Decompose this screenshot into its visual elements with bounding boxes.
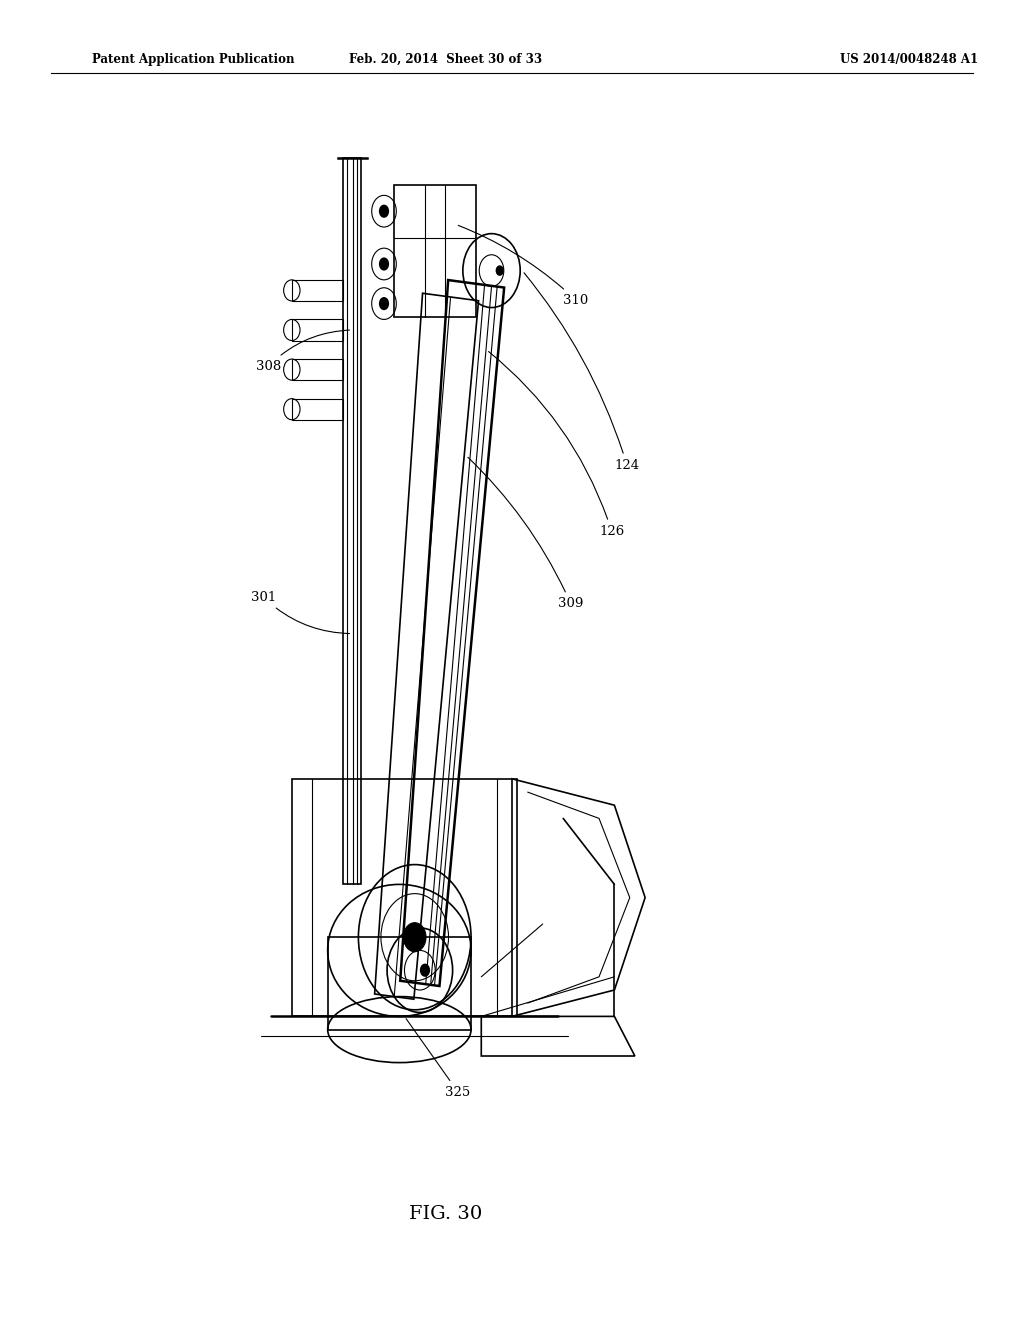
Text: 325: 325 [407, 1019, 471, 1098]
Text: 309: 309 [468, 457, 584, 610]
Circle shape [403, 923, 426, 952]
Text: 301: 301 [251, 590, 349, 634]
Text: 310: 310 [459, 226, 589, 306]
Text: Feb. 20, 2014  Sheet 30 of 33: Feb. 20, 2014 Sheet 30 of 33 [349, 53, 542, 66]
Text: 126: 126 [488, 351, 625, 537]
Bar [292, 399, 343, 420]
Bar [394, 185, 476, 317]
Bar [292, 280, 343, 301]
Text: 124: 124 [524, 273, 640, 471]
Bar [292, 779, 517, 1016]
Circle shape [420, 964, 430, 977]
Text: US 2014/0048248 A1: US 2014/0048248 A1 [840, 53, 978, 66]
Text: FIG. 30: FIG. 30 [409, 1205, 482, 1224]
Bar [328, 937, 471, 1030]
Circle shape [496, 265, 504, 276]
Bar [343, 158, 361, 884]
Circle shape [379, 257, 389, 271]
Circle shape [379, 205, 389, 218]
Text: Patent Application Publication: Patent Application Publication [92, 53, 295, 66]
Bar [292, 359, 343, 380]
Circle shape [379, 297, 389, 310]
Text: 308: 308 [256, 330, 349, 372]
Bar [292, 319, 343, 341]
